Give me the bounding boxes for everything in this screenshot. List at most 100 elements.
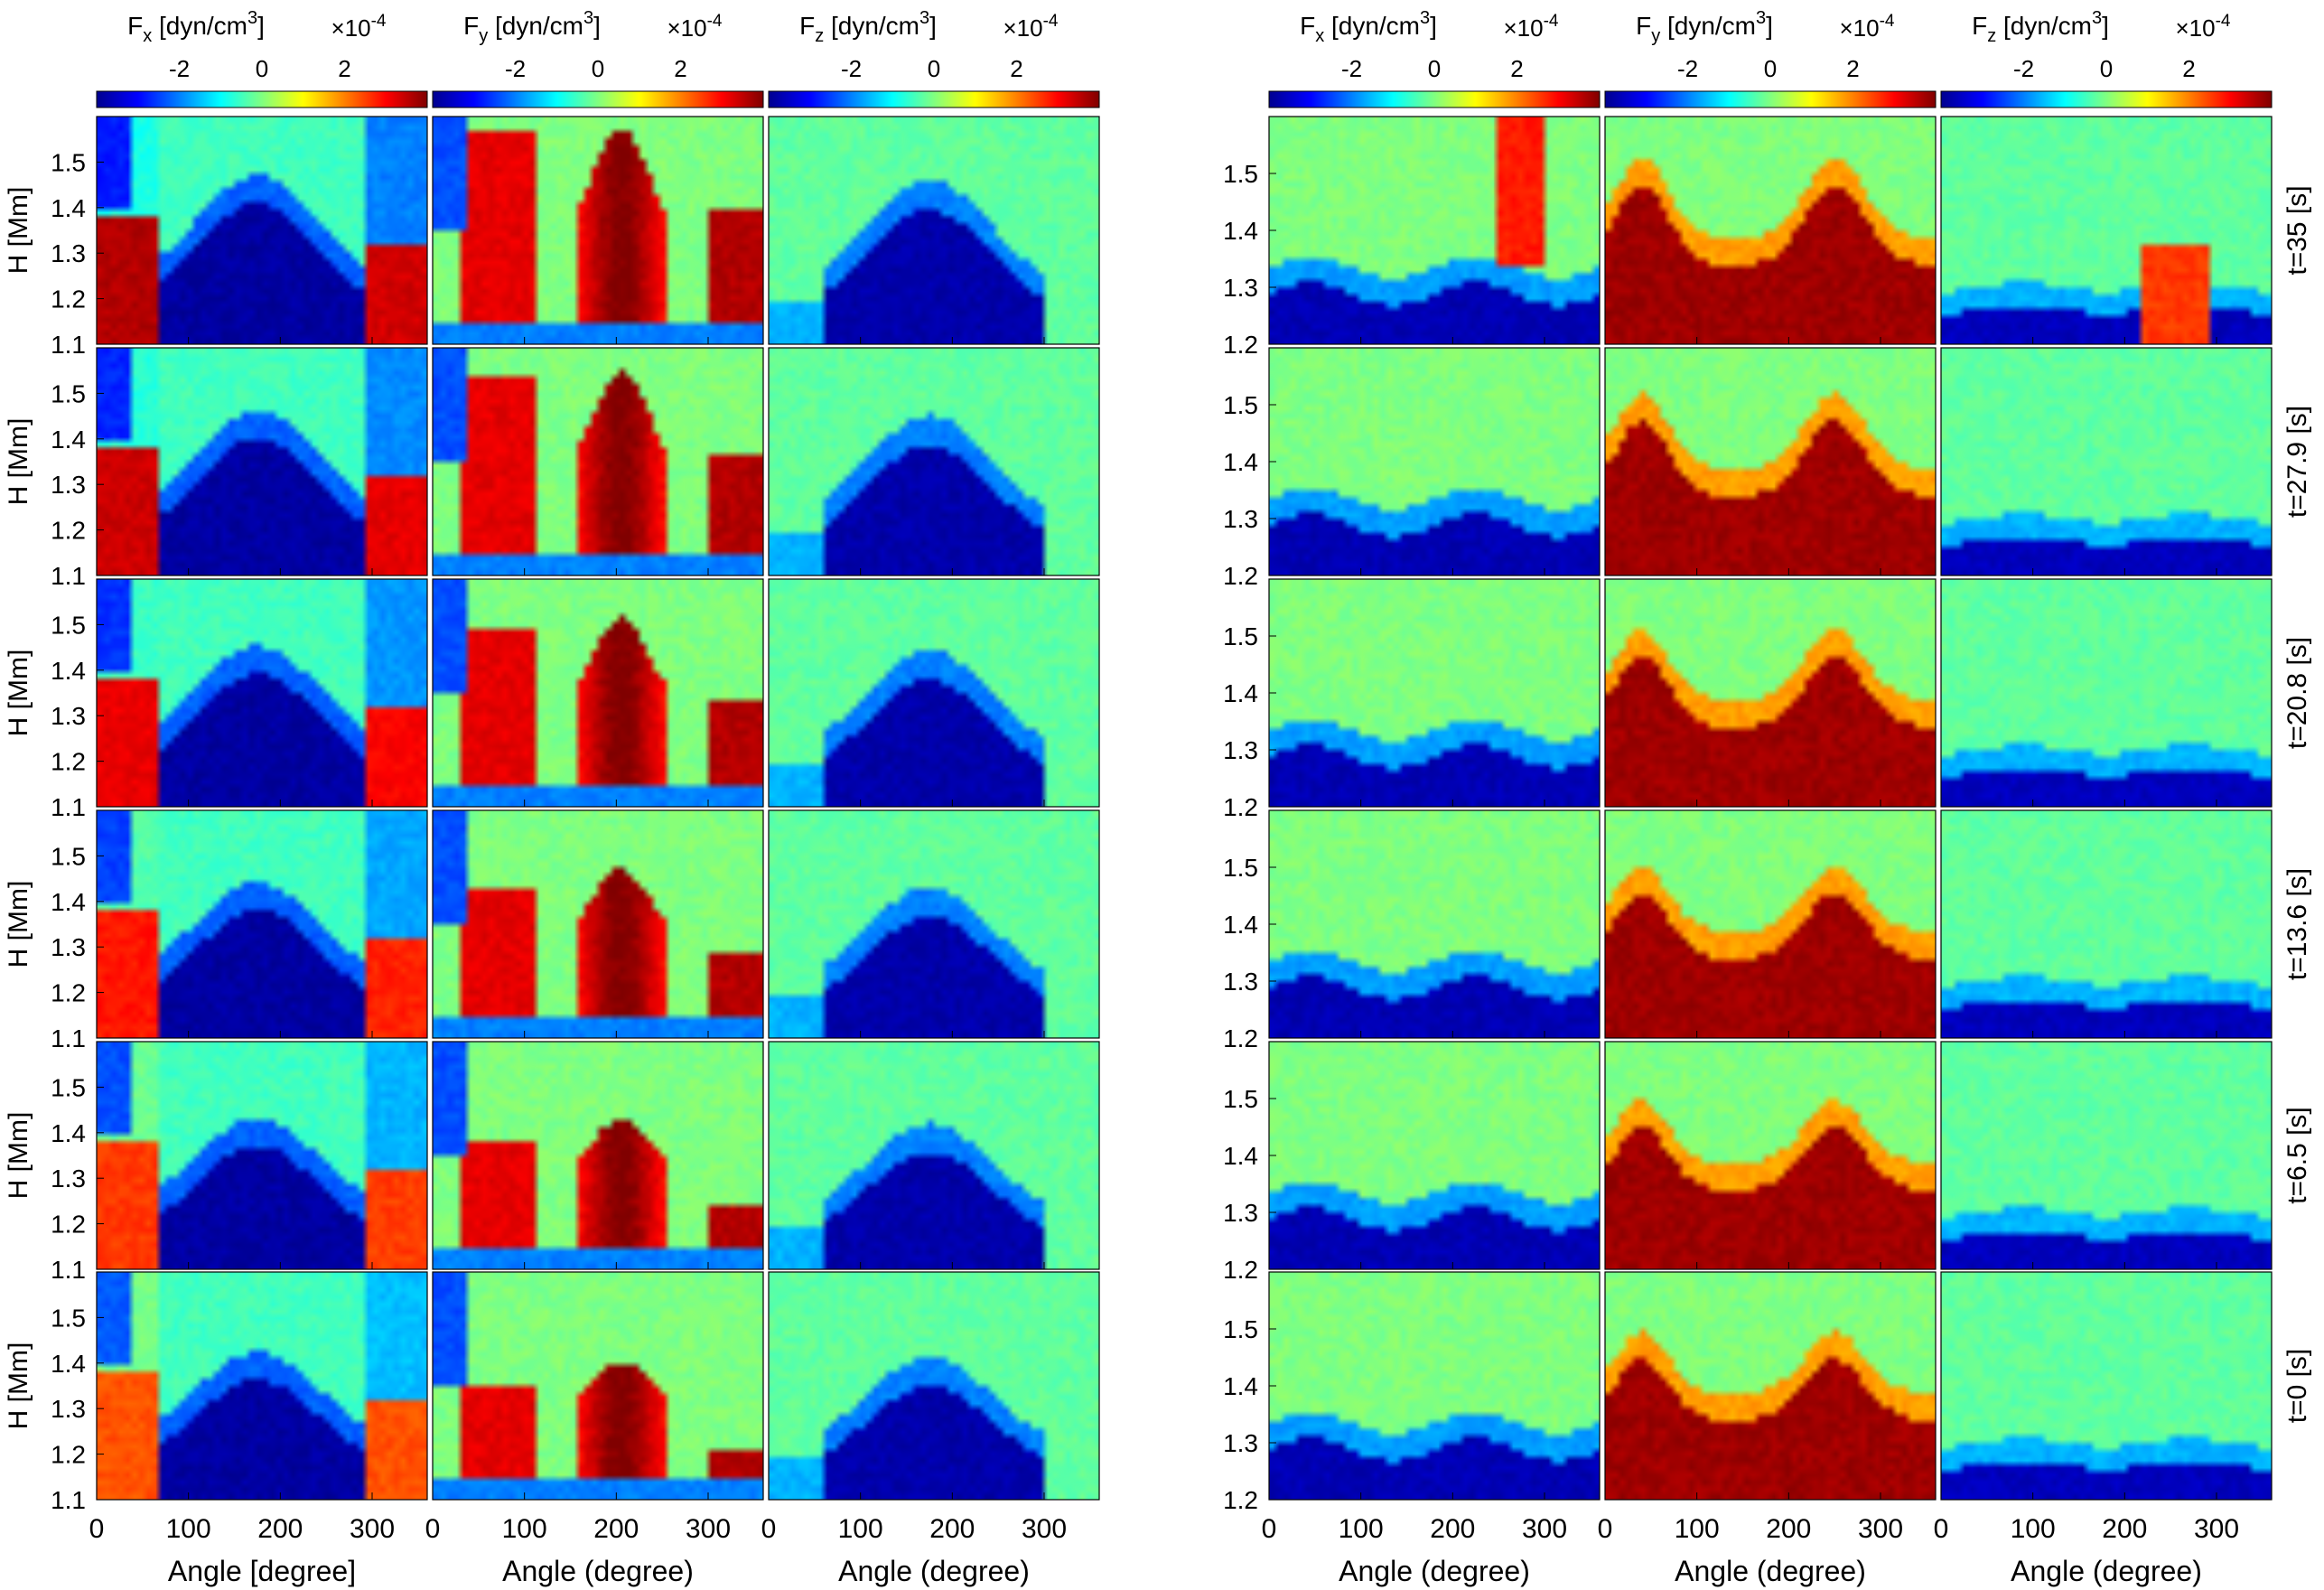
y-tick-label: 1.4 (1223, 1142, 1258, 1170)
y-tick-label: 1.4 (51, 1119, 86, 1147)
y-tick-label: 1.1 (51, 1256, 86, 1284)
heatmap-fx (1269, 1042, 1600, 1269)
column-title: Fz [dyn/cm3] (799, 8, 937, 46)
y-tick-label: 1.5 (51, 379, 86, 407)
title-subscript: z (815, 26, 824, 46)
colorbar-exponent: ×10-4 (667, 12, 722, 42)
exponent-base: ×10 (1839, 14, 1879, 42)
x-tick-label: 0 (1598, 1514, 1613, 1544)
y-tick-label: 1.4 (1223, 1372, 1258, 1400)
colorbar-tick-label: -2 (1677, 55, 1698, 82)
x-axis-label: Angle (degree) (502, 1555, 694, 1587)
y-tick-label: 1.2 (51, 748, 86, 776)
heatmap-fy (1605, 348, 1936, 575)
colorbar-tick-label: -2 (1341, 55, 1362, 82)
colorbar-tick-label: 0 (2100, 55, 2113, 82)
axes-frame (1604, 1041, 1937, 1270)
y-tick-label: 1.4 (51, 426, 86, 454)
y-tick-label: 1.5 (51, 842, 86, 870)
time-label: t=35 [s] (2282, 185, 2312, 275)
y-tick-label: 1.4 (51, 657, 86, 685)
colorbar-tick-label: 2 (1846, 55, 1859, 82)
x-tick-label: 200 (593, 1514, 639, 1544)
colorbar-tick-label: 2 (1010, 55, 1022, 82)
y-tick-label: 1.2 (1223, 1486, 1258, 1514)
axes-frame (1940, 809, 2273, 1039)
x-tick-label: 0 (1262, 1514, 1277, 1544)
heatmap-fy (433, 117, 763, 344)
x-tick-label: 200 (2102, 1514, 2147, 1544)
x-axis-label: Angle (degree) (2011, 1555, 2202, 1587)
title-unit: [dyn/cm (1996, 12, 2092, 40)
y-tick-label: 1.2 (51, 1441, 86, 1469)
colorbar-exponent: ×10-4 (331, 12, 386, 42)
heatmap-fy (1605, 810, 1936, 1038)
title-close: ] (1430, 12, 1437, 40)
heatmap-fx (1269, 579, 1600, 807)
axes-frame (432, 116, 764, 345)
colorbar (96, 90, 428, 108)
title-unit: [dyn/cm (824, 12, 919, 40)
time-label: t=6.5 [s] (2282, 1107, 2312, 1204)
x-tick-label: 100 (1675, 1514, 1720, 1544)
axes-frame (1940, 1041, 2273, 1270)
heatmap-fy (433, 810, 763, 1038)
y-tick-label: 1.4 (1223, 679, 1258, 707)
colorbar-tick-label: 0 (928, 55, 940, 82)
y-tick-label: 1.3 (1223, 1199, 1258, 1227)
y-axis-label: H [Mm] (4, 187, 33, 275)
axes-frame (432, 1271, 764, 1501)
title-base: F (1300, 12, 1315, 40)
colorbar-exponent: ×10-4 (1839, 12, 1894, 42)
title-unit: [dyn/cm (488, 12, 583, 40)
y-tick-label: 1.5 (1223, 1085, 1258, 1113)
axes-frame (768, 578, 1100, 808)
heatmap-fx (97, 810, 427, 1038)
heatmap-fz (769, 117, 1099, 344)
y-axis-label: H [Mm] (4, 881, 33, 968)
title-unit: [dyn/cm (1660, 12, 1756, 40)
axes-frame (1604, 578, 1937, 808)
y-tick-label: 1.3 (51, 1395, 86, 1423)
colorbar-tick-label: 2 (2182, 55, 2195, 82)
heatmap-fz (1941, 117, 2272, 344)
colorbar (1940, 90, 2273, 108)
y-tick-label: 1.1 (51, 562, 86, 590)
y-axis-label: H [Mm] (4, 418, 33, 506)
y-tick-label: 1.2 (1223, 562, 1258, 590)
axes-frame (432, 1041, 764, 1270)
y-tick-label: 1.3 (1223, 736, 1258, 764)
heatmap-fz (769, 810, 1099, 1038)
heatmap-fx (97, 1042, 427, 1269)
axes-frame (1940, 116, 2273, 345)
time-label: t=0 [s] (2282, 1349, 2312, 1424)
x-tick-label: 300 (1858, 1514, 1903, 1544)
column-title: Fz [dyn/cm3] (1972, 8, 2109, 46)
heatmap-fz (769, 1042, 1099, 1269)
x-axis-label: Angle [degree] (168, 1555, 356, 1587)
y-tick-label: 1.4 (51, 1350, 86, 1378)
heatmap-fz (769, 348, 1099, 575)
y-tick-label: 1.2 (1223, 1024, 1258, 1052)
heatmap-fz (1941, 579, 2272, 807)
axes-frame (432, 809, 764, 1039)
y-tick-label: 1.5 (1223, 622, 1258, 650)
title-unit: [dyn/cm (1324, 12, 1420, 40)
title-base: F (799, 12, 815, 40)
x-tick-label: 300 (1522, 1514, 1567, 1544)
title-subscript: x (143, 26, 152, 46)
exponent-base: ×10 (1503, 14, 1543, 42)
heatmap-fy (433, 348, 763, 575)
x-tick-label: 200 (929, 1514, 975, 1544)
column-title: Fx [dyn/cm3] (1300, 8, 1437, 46)
axes-frame (1604, 347, 1937, 576)
x-tick-label: 300 (1022, 1514, 1067, 1544)
x-tick-label: 300 (350, 1514, 395, 1544)
heatmap-fx (1269, 348, 1600, 575)
colorbar (1268, 90, 1601, 108)
y-tick-label: 1.1 (51, 793, 86, 821)
y-axis-label: H [Mm] (4, 1342, 33, 1430)
y-tick-label: 1.2 (51, 285, 86, 313)
y-tick-label: 1.3 (51, 471, 86, 499)
x-tick-label: 100 (838, 1514, 883, 1544)
